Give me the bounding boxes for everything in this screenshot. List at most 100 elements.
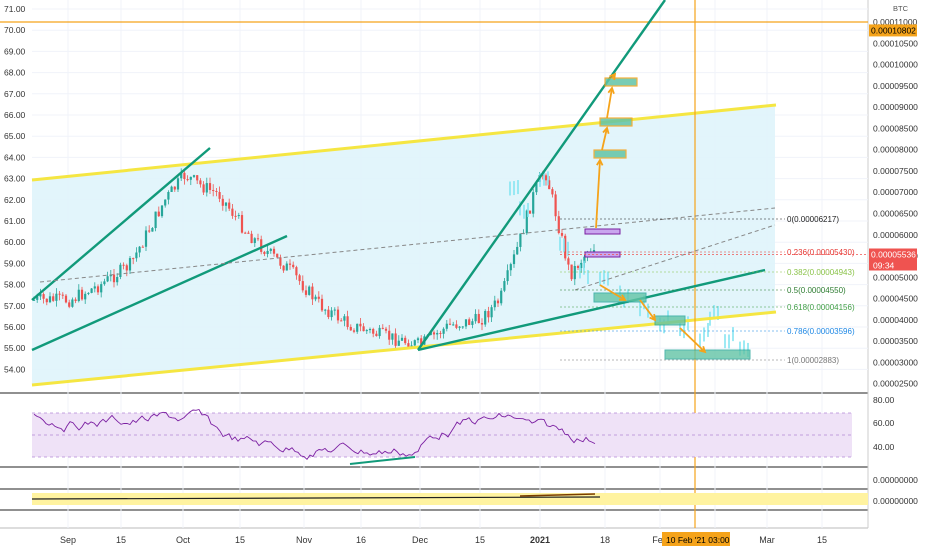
target-box bbox=[654, 315, 686, 326]
candle-body bbox=[202, 184, 205, 193]
candle-body bbox=[144, 230, 148, 247]
time-axis[interactable]: Sep15Oct15Nov16Dec15202118Feb15Mar1510 F… bbox=[60, 532, 827, 546]
right-axis-label: 0.00007500 bbox=[873, 166, 918, 176]
symbol-label: BTC bbox=[893, 4, 909, 13]
candle-body bbox=[372, 328, 375, 334]
indicator-line bbox=[31, 496, 601, 500]
candle-body bbox=[468, 319, 471, 325]
right-axis-label: 0.00004000 bbox=[873, 315, 918, 325]
time-axis-label: 16 bbox=[356, 535, 366, 545]
candle-body bbox=[247, 232, 250, 234]
fib-level-label: 1(0.00002883) bbox=[787, 356, 839, 365]
time-axis-label: Feb bbox=[652, 535, 668, 545]
projected-candle bbox=[687, 316, 689, 331]
right-axis-label: 0.00009500 bbox=[873, 81, 918, 91]
projected-candle bbox=[519, 201, 521, 216]
candle-body bbox=[356, 323, 359, 332]
candle-body bbox=[573, 266, 576, 280]
candle-body bbox=[52, 296, 55, 301]
left-axis-label: 56.00 bbox=[4, 322, 26, 332]
candle-body bbox=[487, 311, 490, 318]
left-axis-label: 63.00 bbox=[4, 174, 26, 184]
entry-box bbox=[584, 251, 621, 258]
candle-body bbox=[592, 250, 596, 252]
candle-body bbox=[509, 264, 512, 271]
candle-body bbox=[301, 281, 304, 291]
projected-candle bbox=[699, 333, 701, 348]
candle-body bbox=[256, 238, 260, 240]
candle-body bbox=[39, 294, 42, 297]
candle-body bbox=[199, 180, 202, 185]
candle-body bbox=[237, 215, 240, 217]
candle-body bbox=[461, 326, 464, 328]
time-axis-label: 15 bbox=[235, 535, 245, 545]
right-axis-label: 0.00006500 bbox=[873, 208, 918, 218]
left-price-axis: 71.00 70.00 69.00 68.00 67.00 66.00 65.00 64.00… bbox=[4, 4, 26, 374]
candle-body bbox=[445, 323, 448, 329]
candle-body bbox=[112, 274, 116, 283]
candle-body bbox=[564, 235, 567, 259]
left-axis-label: 70.00 bbox=[4, 25, 26, 35]
highlight-price-badge bbox=[869, 24, 917, 37]
trend-line bbox=[417, 0, 666, 351]
projection-arrow bbox=[595, 159, 601, 229]
candle-body bbox=[253, 238, 256, 244]
candle-body bbox=[554, 194, 557, 217]
fib-level-label: 0(0.00006217) bbox=[787, 215, 839, 224]
candle-body bbox=[311, 286, 314, 300]
trend-line bbox=[31, 234, 288, 352]
right-axis-label: 0.00008500 bbox=[873, 123, 918, 133]
candle-body bbox=[420, 338, 423, 345]
projected-candle bbox=[523, 204, 525, 219]
candle-body bbox=[71, 299, 74, 307]
right-axis-label: 0.00004500 bbox=[873, 294, 918, 304]
projected-candle bbox=[509, 181, 511, 196]
candle-body bbox=[285, 263, 288, 271]
candle-body bbox=[330, 310, 333, 318]
candle-body bbox=[384, 328, 388, 331]
left-axis-label: 59.00 bbox=[4, 258, 26, 268]
candle-body bbox=[397, 340, 400, 346]
candle-body bbox=[164, 199, 167, 206]
left-axis-label: 54.00 bbox=[4, 364, 26, 374]
arrow-head bbox=[618, 294, 627, 301]
candle-body bbox=[391, 333, 394, 340]
candle-body bbox=[282, 265, 285, 271]
left-axis-label: 71.00 bbox=[4, 4, 26, 14]
candle-body bbox=[151, 228, 154, 232]
candle-body bbox=[583, 256, 586, 263]
candle-body bbox=[68, 302, 71, 307]
channel-lower-line bbox=[31, 310, 777, 387]
fib-level-label: 0.382(0.00004943) bbox=[787, 268, 855, 277]
projected-candle bbox=[663, 319, 665, 334]
fib-level-label: 0.618(0.00004156) bbox=[787, 303, 855, 312]
candle-body bbox=[292, 264, 295, 268]
fib-level-label: 0.236(0.00005430) bbox=[787, 248, 855, 257]
candle-body bbox=[336, 309, 340, 321]
candle-body bbox=[484, 311, 487, 325]
right-axis-label: 0.00010000 bbox=[873, 60, 918, 70]
left-axis-label: 69.00 bbox=[4, 46, 26, 56]
time-axis-label: 15 bbox=[475, 535, 485, 545]
right-axis-label: 0.00003000 bbox=[873, 357, 918, 367]
fib-level-label: 0.5(0.00004550) bbox=[787, 286, 846, 295]
target-box bbox=[599, 117, 633, 127]
projected-candle bbox=[717, 305, 719, 320]
candle-body bbox=[176, 178, 180, 190]
left-axis-label: 60.00 bbox=[4, 237, 26, 247]
candle-body bbox=[490, 307, 493, 318]
candle-body bbox=[215, 191, 218, 193]
candle-body bbox=[448, 323, 452, 325]
time-cursor-label: 10 Feb '21 03:00 bbox=[666, 535, 730, 545]
candle-body bbox=[272, 248, 276, 254]
right-axis-label: 0.00008000 bbox=[873, 145, 918, 155]
candle-body bbox=[340, 320, 343, 322]
dashed-trend-line bbox=[574, 224, 776, 291]
candle-body bbox=[343, 316, 346, 321]
candle-body bbox=[362, 326, 365, 332]
candle-body bbox=[304, 290, 308, 295]
right-price-axis[interactable]: BTC 0.00011000 0.00010500 0.00010000 0.00009… bbox=[560, 4, 918, 389]
candle-body bbox=[308, 286, 311, 295]
candle-body bbox=[458, 326, 461, 328]
